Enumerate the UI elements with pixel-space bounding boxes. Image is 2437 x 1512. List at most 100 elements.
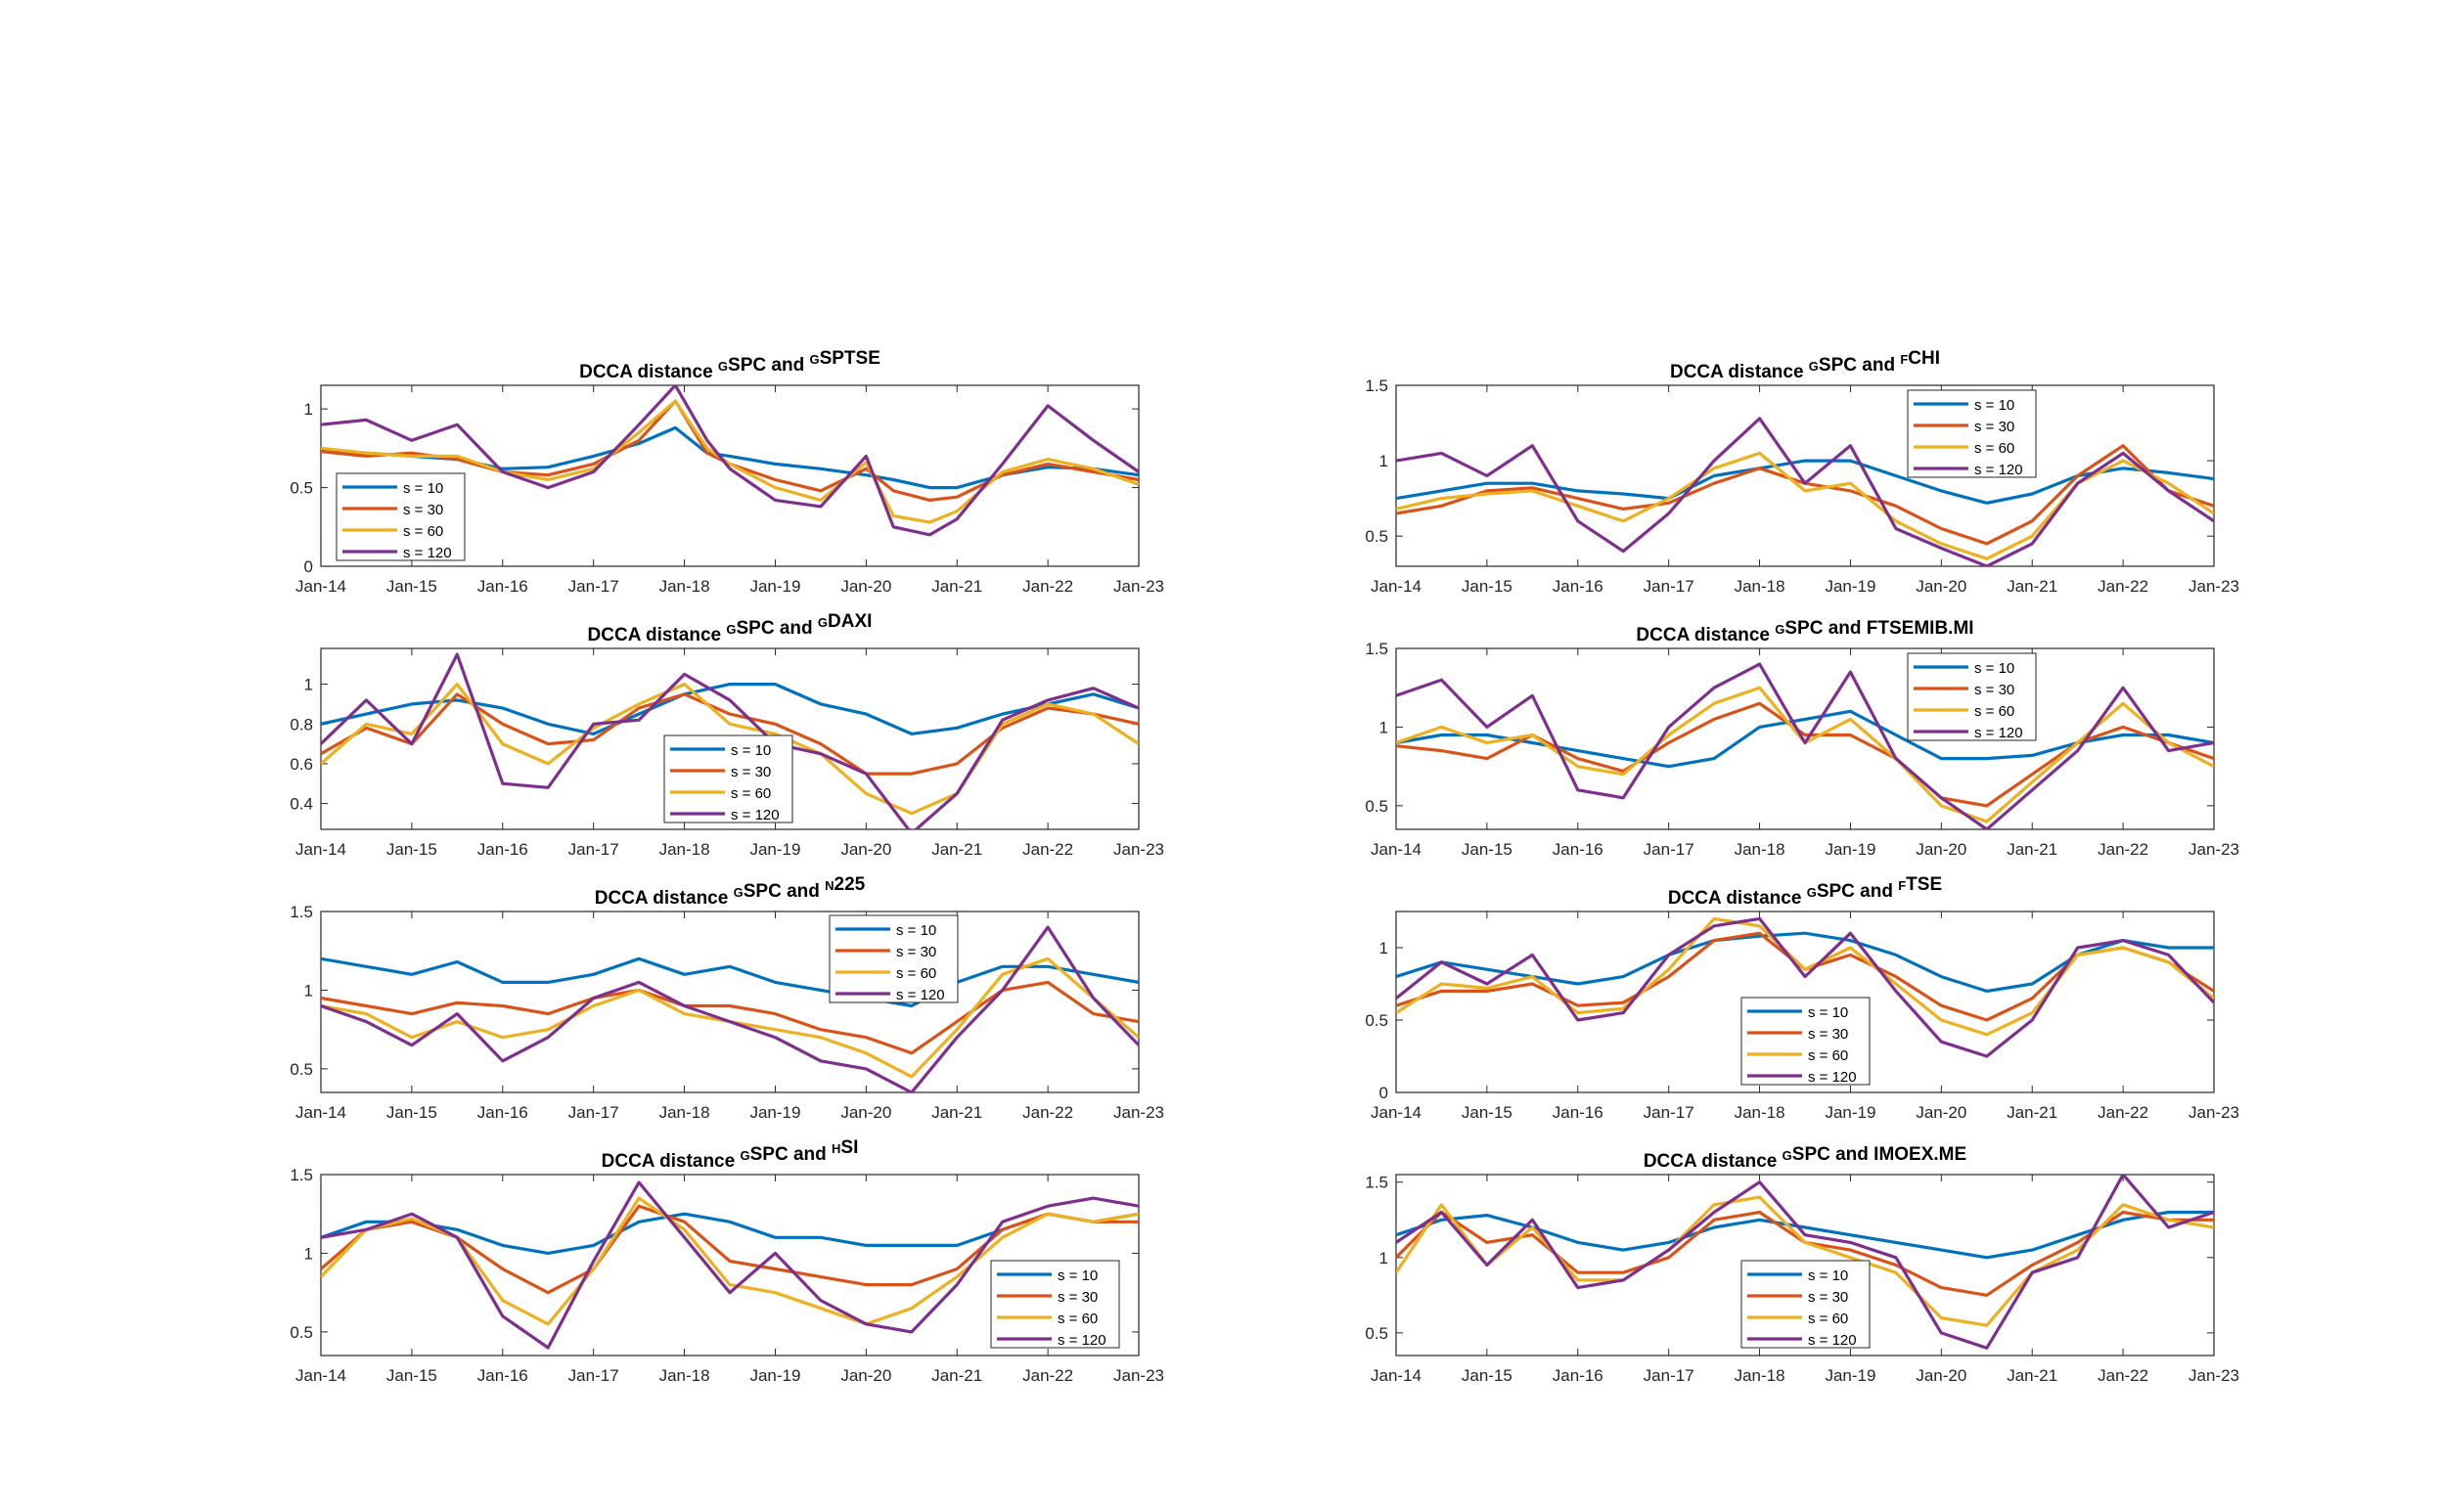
y-tick-label: 1.5: [1365, 377, 1388, 395]
x-tick-label: Jan-22: [2098, 1103, 2148, 1122]
y-tick-label: 1.5: [1365, 1174, 1388, 1192]
x-tick-label: Jan-17: [568, 1103, 619, 1122]
x-tick-label: Jan-21: [931, 577, 982, 596]
x-tick-label: Jan-22: [1022, 1103, 1073, 1122]
x-tick-label: Jan-18: [659, 1366, 710, 1385]
x-tick-label: Jan-22: [1022, 1366, 1073, 1385]
x-tick-label: Jan-17: [1644, 1103, 1694, 1122]
x-tick-label: Jan-23: [2189, 577, 2239, 596]
y-tick-label: 0.5: [1365, 527, 1388, 546]
x-tick-label: Jan-19: [1825, 1103, 1875, 1122]
chart-title: DCCA distance GSPC and FTSEMIB.MI: [1636, 618, 1973, 645]
x-tick-label: Jan-19: [749, 1366, 800, 1385]
legend: s = 10 s = 30 s = 60 s = 120: [336, 472, 466, 561]
series-line-s10: [321, 683, 1139, 735]
y-tick-label: 0.8: [290, 715, 313, 734]
series-line-s120: [321, 652, 1139, 829]
y-tick-label: 1: [304, 676, 313, 694]
series-line-s60: [1396, 916, 2214, 1037]
y-tick-label: 1: [304, 1244, 313, 1263]
x-tick-label: Jan-16: [477, 1103, 528, 1122]
x-tick-label: Jan-15: [386, 1103, 437, 1122]
legend-label: s = 10: [1058, 1267, 1098, 1284]
y-tick-label: 1: [1379, 939, 1388, 957]
x-tick-label: Jan-21: [2007, 1366, 2057, 1385]
x-tick-label: Jan-14: [1371, 1366, 1422, 1385]
x-tick-label: Jan-18: [659, 1103, 710, 1122]
x-tick-label: Jan-16: [1553, 840, 1603, 859]
x-tick-label: Jan-18: [659, 577, 710, 596]
x-tick-label: Jan-16: [477, 1366, 528, 1385]
legend-label: s = 10: [403, 480, 443, 497]
legend: s = 10 s = 30 s = 60 s = 120: [1740, 997, 1871, 1086]
x-tick-label: Jan-16: [477, 840, 528, 859]
legend-label: s = 120: [1974, 725, 2023, 741]
chart-title: DCCA distance GSPC and FCHI: [1670, 348, 1940, 382]
x-tick-label: Jan-19: [749, 1103, 800, 1122]
chart-title: DCCA distance GSPC and FTSE: [1668, 874, 1942, 909]
chart-title: DCCA distance GSPC and N225: [595, 874, 866, 909]
legend-label: s = 120: [896, 987, 945, 1003]
x-tick-label: Jan-19: [749, 840, 800, 859]
legend: s = 10 s = 30 s = 60 s = 120: [990, 1260, 1120, 1349]
y-tick-label: 1: [1379, 452, 1388, 470]
series-line-s120: [321, 385, 1139, 537]
x-tick-label: Jan-16: [477, 577, 528, 596]
x-tick-label: Jan-18: [1735, 1103, 1785, 1122]
legend-label: s = 120: [731, 807, 780, 823]
x-tick-label: Jan-20: [1916, 577, 1966, 596]
y-tick-label: 0.5: [290, 1323, 313, 1342]
chart-title: DCCA distance GSPC and IMOEX.ME: [1644, 1144, 1966, 1172]
y-tick-label: 1: [1379, 1249, 1388, 1267]
series-line-s120: [1396, 1175, 2214, 1350]
series-line-s120: [321, 925, 1139, 1092]
legend-label: s = 10: [1808, 1004, 1848, 1021]
x-tick-label: Jan-21: [2007, 1103, 2057, 1122]
legend: s = 10 s = 30 s = 60 s = 120: [663, 734, 793, 823]
x-tick-label: Jan-21: [931, 840, 982, 859]
y-tick-label: 1.5: [290, 903, 313, 921]
legend-label: s = 120: [403, 545, 452, 561]
x-tick-label: Jan-21: [931, 1366, 982, 1385]
x-tick-label: Jan-17: [1644, 577, 1694, 596]
y-tick-label: 0.5: [290, 1060, 313, 1079]
x-tick-label: Jan-15: [386, 577, 437, 596]
x-tick-label: Jan-20: [840, 840, 891, 859]
x-tick-label: Jan-17: [568, 1366, 619, 1385]
y-tick-label: 0: [304, 557, 313, 576]
legend-label: s = 60: [1058, 1311, 1098, 1327]
series-line-s120: [1396, 417, 2214, 566]
y-tick-label: 1: [304, 981, 313, 1000]
x-tick-label: Jan-18: [659, 840, 710, 859]
x-tick-label: Jan-14: [1371, 1103, 1422, 1122]
x-tick-label: Jan-23: [1113, 577, 1164, 596]
y-tick-label: 0.5: [1365, 797, 1388, 816]
x-tick-label: Jan-18: [1735, 1366, 1785, 1385]
x-tick-label: Jan-23: [1113, 1366, 1164, 1385]
x-tick-label: Jan-18: [1735, 577, 1785, 596]
chart-panel-5: Jan-14 Jan-15 Jan-16 Jan-17 Jan-18 Jan-19 Jan-…: [290, 874, 1164, 1122]
legend-label: s = 120: [1808, 1332, 1857, 1349]
x-tick-label: Jan-16: [1553, 1103, 1603, 1122]
x-tick-label: Jan-21: [2007, 577, 2057, 596]
x-tick-label: Jan-16: [1553, 1366, 1603, 1385]
series-line-s120: [1396, 662, 2214, 829]
legend-label: s = 30: [731, 764, 771, 780]
x-tick-label: Jan-20: [1916, 840, 1966, 859]
legend-label: s = 60: [731, 785, 771, 802]
legend-label: s = 60: [1808, 1311, 1848, 1327]
series-line-s60: [321, 683, 1139, 816]
y-tick-label: 0.5: [1365, 1324, 1388, 1343]
legend-label: s = 10: [731, 742, 771, 759]
y-tick-label: 0: [1379, 1084, 1388, 1102]
chart-panel-4: Jan-14 Jan-15 Jan-16 Jan-17 Jan-18 Jan-19 Jan-…: [1365, 618, 2239, 859]
chart-title: DCCA distance GSPC and GSPTSE: [579, 348, 880, 382]
series-line-s120: [1396, 916, 2214, 1058]
x-tick-label: Jan-23: [1113, 1103, 1164, 1122]
x-tick-label: Jan-20: [840, 1103, 891, 1122]
series-line-s120: [321, 1180, 1139, 1350]
x-tick-label: Jan-20: [840, 577, 891, 596]
x-tick-label: Jan-23: [2189, 840, 2239, 859]
legend-label: s = 10: [1808, 1267, 1848, 1284]
